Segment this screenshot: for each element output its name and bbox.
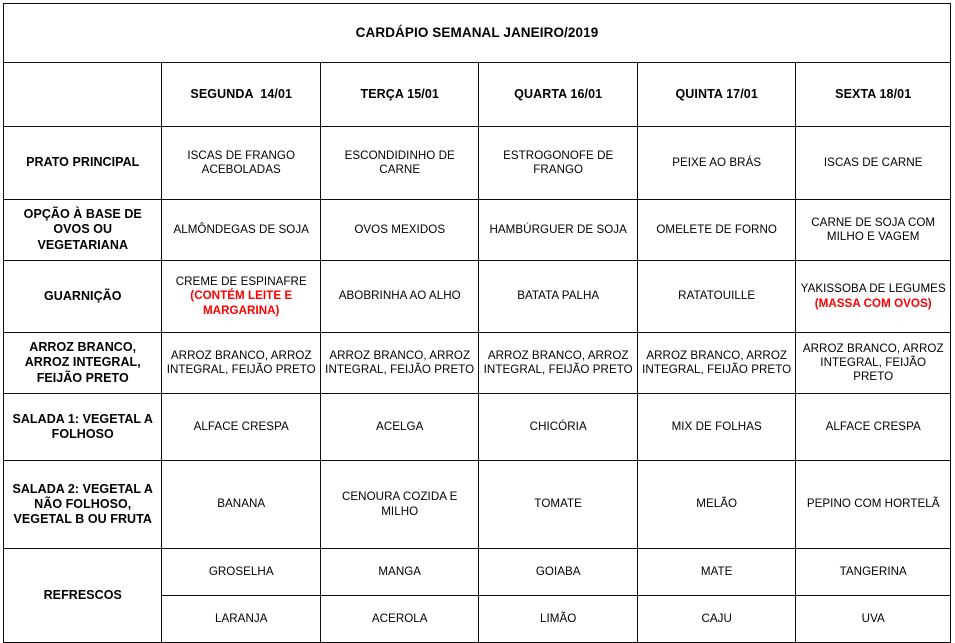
refresco-cell: LARANJA (161, 595, 321, 643)
menu-item-text: RATATOUILLE (678, 289, 756, 303)
menu-item-text: ARROZ BRANCO, ARROZ INTEGRAL, FEIJÃO PRE… (642, 348, 792, 376)
refresco-cell: CAJU (636, 595, 797, 643)
menu-item-text: ESTROGONOFE DE FRANGO (503, 148, 614, 176)
row-label-prato-principal: PRATO PRINCIPAL (2, 126, 163, 200)
table-row: OPÇÃO À BASE DE OVOS OU VEGETARIANA ALMÔ… (2, 199, 951, 261)
refresco-cell: MANGA (319, 548, 480, 596)
menu-cell: OVOS MEXIDOS (319, 199, 480, 261)
refresco-cell: GOIABA (478, 548, 638, 596)
menu-cell: ESCONDIDINHO DE CARNE (319, 126, 480, 200)
menu-cell: ALFACE CRESPA (795, 393, 951, 461)
menu-cell: ARROZ BRANCO, ARROZ INTEGRAL, FEIJÃO PRE… (319, 332, 480, 394)
menu-item-text: TOMATE (534, 497, 582, 511)
menu-item-text: ALFACE CRESPA (825, 419, 921, 433)
menu-cell: MIX DE FOLHAS (636, 393, 797, 461)
refresco-cell: MATE (636, 548, 797, 596)
menu-item-text: YAKISSOBA DE LEGUMES (800, 282, 946, 296)
table-row: PRATO PRINCIPAL ISCAS DE FRANGO ACEBOLAD… (2, 126, 951, 200)
menu-cell: ISCAS DE CARNE (795, 126, 951, 200)
menu-item-text: BATATA PALHA (517, 289, 600, 303)
menu-cell: ARROZ BRANCO, ARROZ INTEGRAL, FEIJÃO PRE… (161, 332, 321, 394)
menu-cell: CHICÓRIA (478, 393, 638, 461)
menu-cell: HAMBÚRGUER DE SOJA (478, 199, 638, 261)
menu-cell: ARROZ BRANCO, ARROZ INTEGRAL, FEIJÃO PRE… (795, 332, 951, 394)
refresco-cell: ACEROLA (319, 595, 480, 643)
allergen-warning-text: (MASSA COM OVOS) (814, 296, 932, 310)
menu-item-text: ARROZ BRANCO, ARROZ INTEGRAL, FEIJÃO PRE… (802, 341, 944, 384)
menu-item-text: HAMBÚRGUER DE SOJA (489, 222, 627, 236)
table-row: SALADA 2: VEGETAL A NÃO FOLHOSO, VEGETAL… (2, 460, 951, 549)
menu-item-text: ISCAS DE FRANGO ACEBOLADAS (187, 148, 296, 176)
refresco-cell: UVA (795, 595, 951, 643)
menu-cell: CENOURA COZIDA E MILHO (319, 460, 480, 549)
menu-cell: ABOBRINHA AO ALHO (319, 260, 480, 333)
menu-item-text: PEPINO COM HORTELÃ (806, 497, 940, 511)
menu-item-text: OMELETE DE FORNO (656, 222, 777, 236)
menu-item-text: ARROZ BRANCO, ARROZ INTEGRAL, FEIJÃO PRE… (166, 348, 316, 376)
column-header-sexta: SEXTA 18/01 (795, 62, 951, 127)
menu-cell: ALFACE CRESPA (161, 393, 321, 461)
menu-item-text: ACELGA (376, 419, 424, 433)
column-header-quarta: QUARTA 16/01 (478, 62, 638, 127)
menu-item-text: ALFACE CRESPA (193, 419, 289, 433)
menu-cell: ARROZ BRANCO, ARROZ INTEGRAL, FEIJÃO PRE… (636, 332, 797, 394)
menu-cell: ARROZ BRANCO, ARROZ INTEGRAL, FEIJÃO PRE… (478, 332, 638, 394)
menu-cell: PEPINO COM HORTELÃ (795, 460, 951, 549)
menu-cell: CREME DE ESPINAFRE (CONTÉM LEITE E MARGA… (161, 260, 321, 333)
menu-cell: YAKISSOBA DE LEGUMES (MASSA COM OVOS) (795, 260, 951, 333)
row-label-refrescos: REFRESCOS (2, 548, 163, 643)
menu-item-text: CREME DE ESPINAFRE (175, 275, 307, 289)
column-header-terca: TERÇA 15/01 (319, 62, 480, 127)
allergen-warning-text: (CONTÉM LEITE E MARGARINA) (190, 289, 293, 317)
menu-item-text: ESCONDIDINHO DE CARNE (344, 148, 455, 176)
column-header-segunda: SEGUNDA 14/01 (161, 62, 321, 127)
menu-cell: ISCAS DE FRANGO ACEBOLADAS (161, 126, 321, 200)
menu-cell: TOMATE (478, 460, 638, 549)
row-label-salada-2: SALADA 2: VEGETAL A NÃO FOLHOSO, VEGETAL… (2, 460, 163, 549)
menu-cell: RATATOUILLE (636, 260, 797, 333)
menu-cell: CARNE DE SOJA COM MILHO E VAGEM (795, 199, 951, 261)
menu-item-text: ALMÔNDEGAS DE SOJA (173, 222, 309, 236)
menu-item-text: BANANA (217, 497, 266, 511)
menu-item-text: CHICÓRIA (529, 419, 587, 433)
menu-cell: ESTROGONOFE DE FRANGO (478, 126, 638, 200)
menu-cell: ACELGA (319, 393, 480, 461)
menu-cell: PEIXE AO BRÁS (636, 126, 797, 200)
row-label-guarnicao: GUARNIÇÃO (2, 260, 163, 333)
menu-cell: BANANA (161, 460, 321, 549)
menu-item-text: CENOURA COZIDA E MILHO (341, 490, 458, 518)
row-label-salada-1: SALADA 1: VEGETAL A FOLHOSO (2, 393, 163, 461)
column-header-quinta: QUINTA 17/01 (636, 62, 797, 127)
page-title: CARDÁPIO SEMANAL JANEIRO/2019 (3, 3, 951, 63)
menu-item-text: ABOBRINHA AO ALHO (338, 289, 461, 303)
menu-cell: BATATA PALHA (478, 260, 638, 333)
menu-item-text: ISCAS DE CARNE (823, 155, 923, 169)
menu-item-text: PEIXE AO BRÁS (672, 155, 762, 169)
menu-item-text: MELÃO (696, 497, 738, 511)
header-corner-cell (2, 62, 163, 127)
menu-sheet: CARDÁPIO SEMANAL JANEIRO/2019 SEGUNDA 14… (2, 3, 951, 643)
refresco-cell: LIMÃO (478, 595, 638, 643)
menu-item-text: ARROZ BRANCO, ARROZ INTEGRAL, FEIJÃO PRE… (325, 348, 475, 376)
menu-item-text: MIX DE FOLHAS (671, 419, 762, 433)
header-row: SEGUNDA 14/01 TERÇA 15/01 QUARTA 16/01 Q… (2, 62, 951, 127)
table-row: GUARNIÇÃO CREME DE ESPINAFRE (CONTÉM LEI… (2, 260, 951, 333)
weekly-menu-table: CARDÁPIO SEMANAL JANEIRO/2019 SEGUNDA 14… (2, 3, 951, 643)
menu-item-text: OVOS MEXIDOS (354, 222, 446, 236)
menu-item-text: CARNE DE SOJA COM MILHO E VAGEM (811, 215, 936, 243)
menu-cell: ALMÔNDEGAS DE SOJA (161, 199, 321, 261)
table-row: REFRESCOS GROSELHA MANGA GOIABA MATE TAN… (2, 548, 951, 643)
row-label-arroz-feijao: ARROZ BRANCO, ARROZ INTEGRAL, FEIJÃO PRE… (2, 332, 163, 394)
menu-cell: MELÃO (636, 460, 797, 549)
refresco-cell: TANGERINA (795, 548, 951, 596)
menu-item-text: ARROZ BRANCO, ARROZ INTEGRAL, FEIJÃO PRE… (483, 348, 633, 376)
table-row: ARROZ BRANCO, ARROZ INTEGRAL, FEIJÃO PRE… (2, 332, 951, 394)
title-row: CARDÁPIO SEMANAL JANEIRO/2019 (3, 3, 951, 63)
table-row: SALADA 1: VEGETAL A FOLHOSO ALFACE CRESP… (2, 393, 951, 461)
row-label-opcao-ovos-vegetariana: OPÇÃO À BASE DE OVOS OU VEGETARIANA (2, 199, 163, 261)
menu-cell: OMELETE DE FORNO (636, 199, 797, 261)
refresco-cell: GROSELHA (161, 548, 321, 596)
